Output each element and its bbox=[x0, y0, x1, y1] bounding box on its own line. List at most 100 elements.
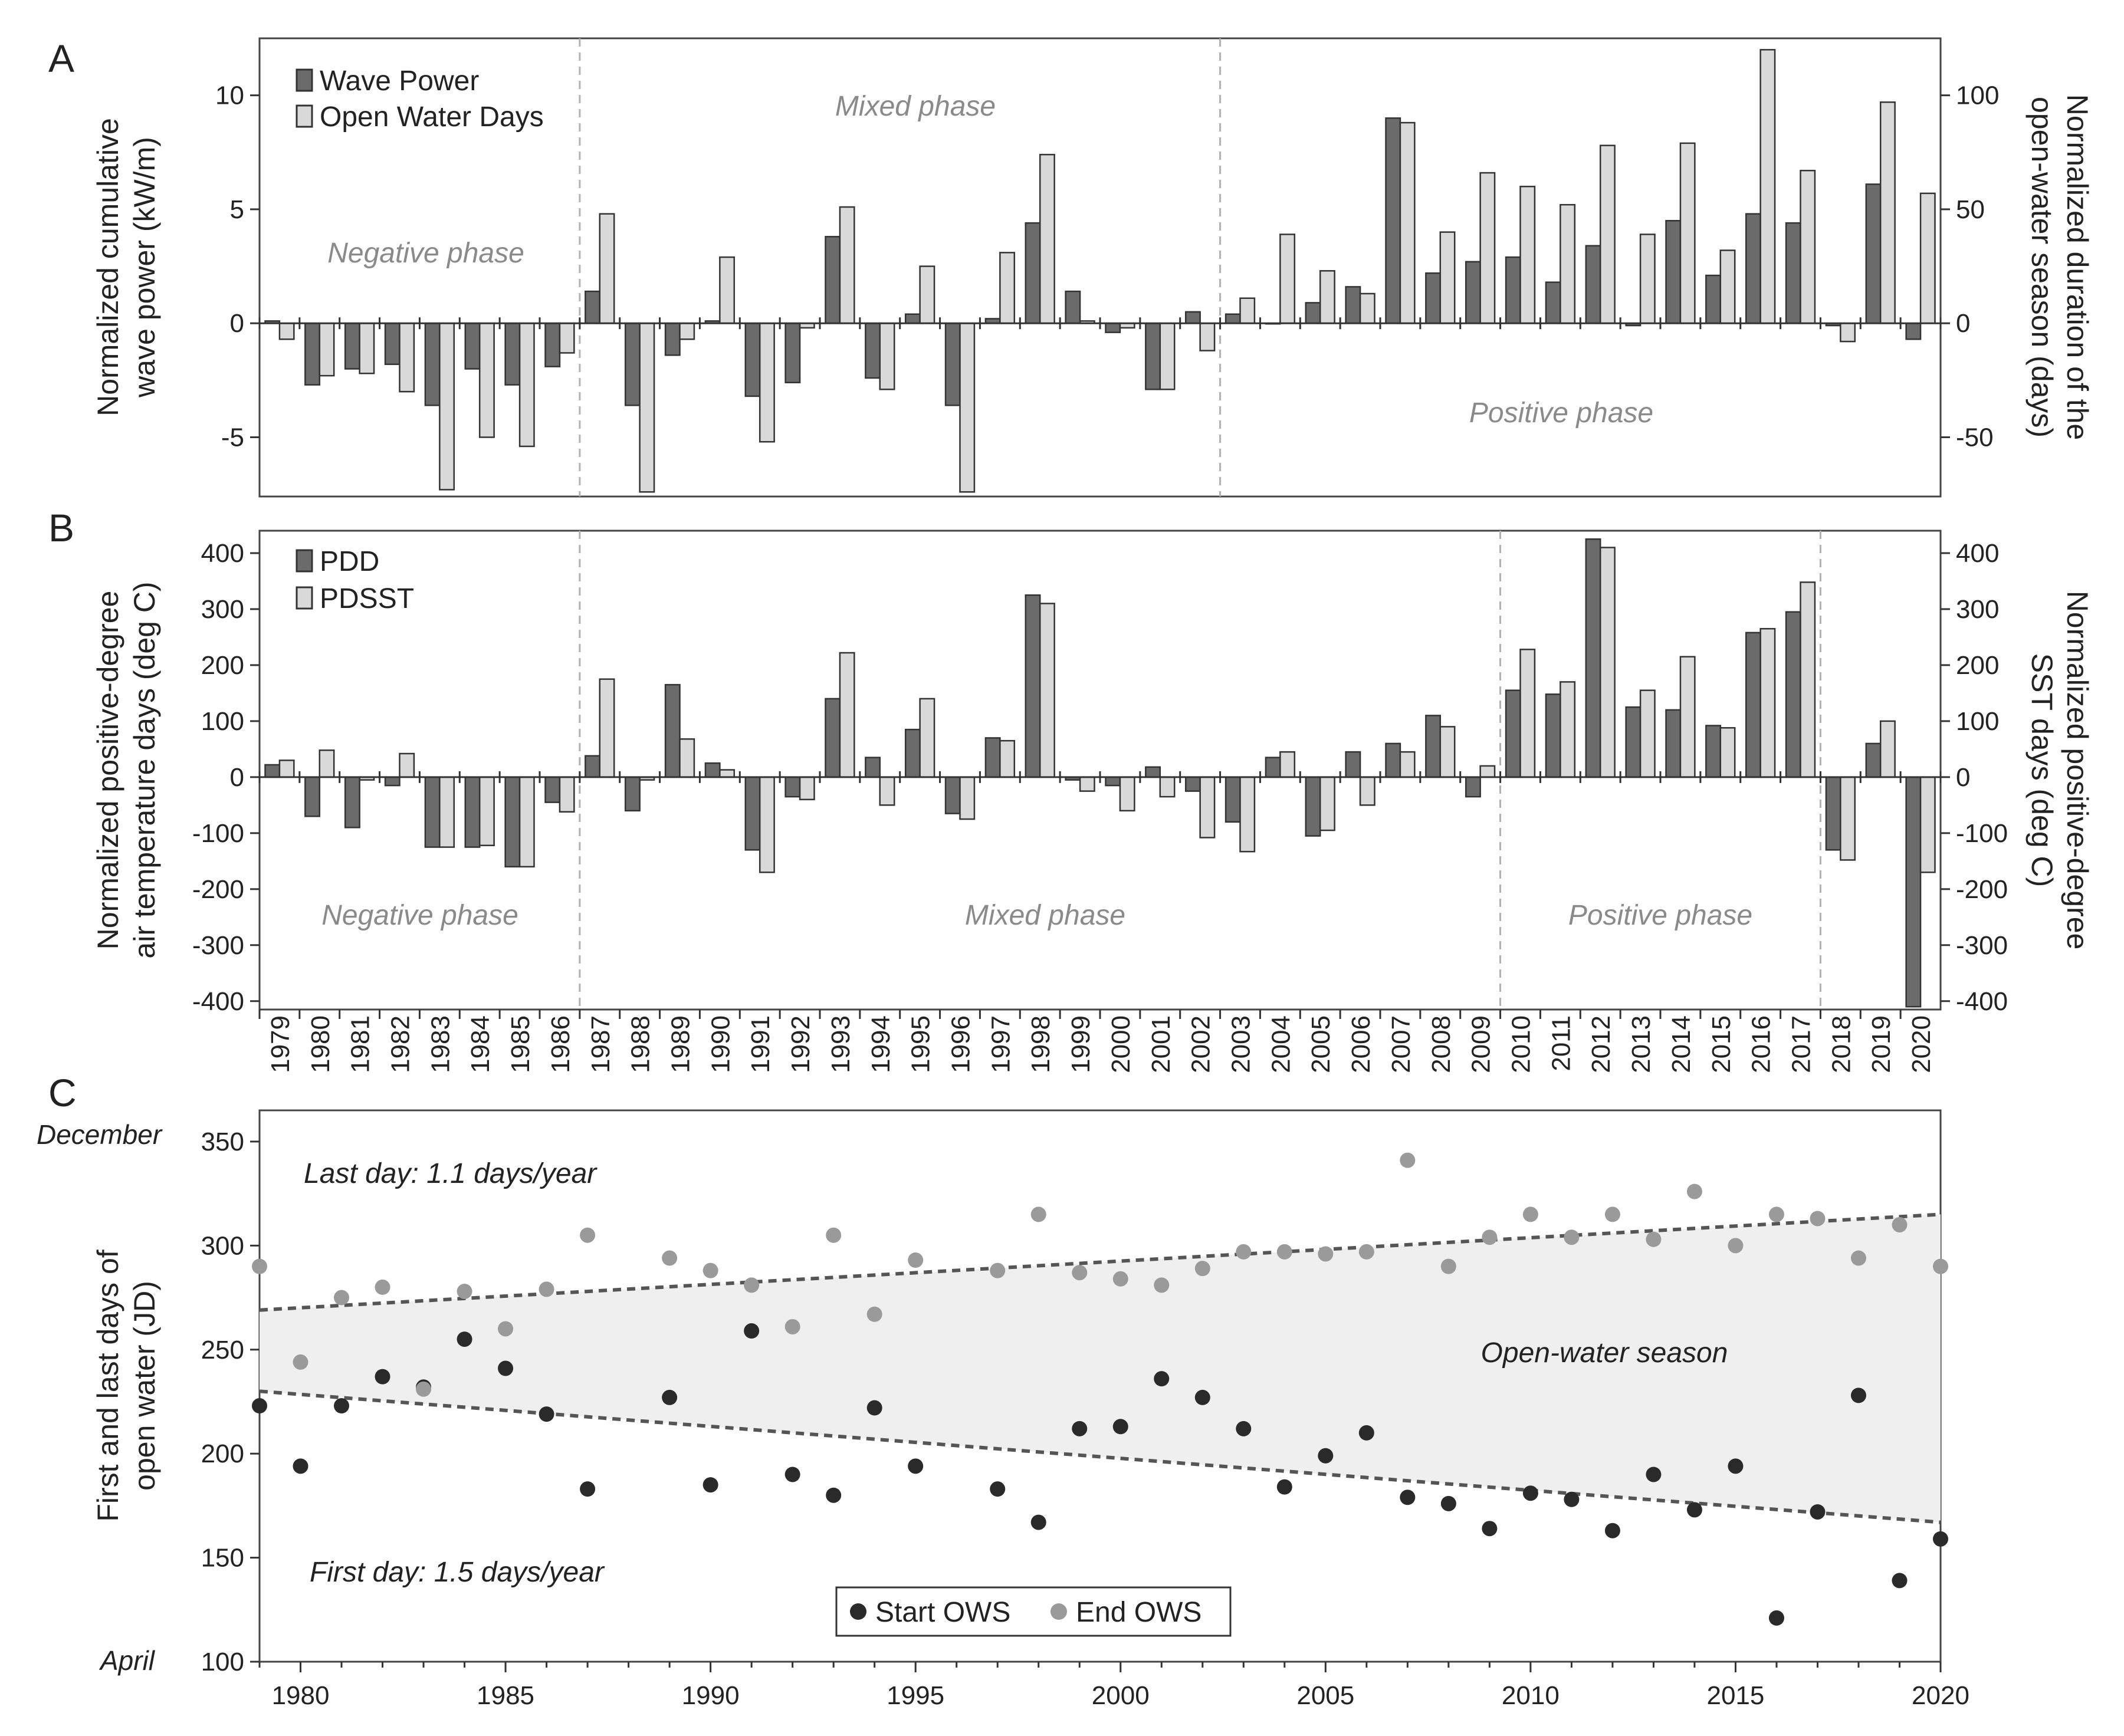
year-label: 1989 bbox=[667, 1015, 695, 1073]
left-ytick-label: 300 bbox=[201, 595, 244, 624]
open-water-days-bar-2006 bbox=[1359, 292, 1375, 324]
legend-label-pdsst: PDSST bbox=[320, 583, 414, 614]
end-ows-point-2008 bbox=[1440, 1258, 1456, 1274]
pdsst-bar-1990 bbox=[719, 769, 736, 778]
c-xtick-label: 2020 bbox=[1912, 1681, 1969, 1710]
pdd-bar-1994 bbox=[865, 757, 881, 778]
panel-a-frame bbox=[258, 37, 1942, 498]
c-xtick-label: 2010 bbox=[1502, 1681, 1560, 1710]
wave-power-bar-1996 bbox=[944, 322, 961, 406]
legend-label-pdd: PDD bbox=[320, 546, 379, 577]
panel-c-letter: C bbox=[48, 1071, 77, 1114]
panel-b-right-ylabel-2: SST days (deg C) bbox=[2025, 653, 2059, 887]
open-water-days-bar-2018 bbox=[1840, 322, 1856, 343]
panel-c-ylabel-1: First and last days of bbox=[91, 1250, 124, 1521]
open-water-days-bar-1989 bbox=[679, 322, 695, 340]
open-water-days-bar-2019 bbox=[1879, 101, 1896, 324]
end-ows-point-1990 bbox=[702, 1262, 718, 1278]
year-label: 1996 bbox=[947, 1015, 976, 1073]
wave-power-bar-2014 bbox=[1665, 220, 1682, 324]
wave-power-bar-2009 bbox=[1465, 261, 1481, 324]
start-ows-point-2011 bbox=[1564, 1491, 1580, 1507]
year-label: 1991 bbox=[746, 1015, 775, 1073]
legend-swatch-open-water-days bbox=[296, 104, 313, 128]
end-ows-trend-line bbox=[259, 1212, 1941, 1312]
pdd-bar-2019 bbox=[1865, 742, 1882, 778]
legend-label-wave-power: Wave Power bbox=[320, 65, 479, 97]
open-water-days-bar-1983 bbox=[439, 322, 455, 491]
end-ows-point-2006 bbox=[1358, 1244, 1374, 1260]
year-label: 2013 bbox=[1627, 1015, 1656, 1073]
wave-power-bar-2020 bbox=[1905, 322, 1922, 340]
c-ytick-label: 350 bbox=[201, 1127, 244, 1156]
open-water-days-bar-1996 bbox=[959, 322, 976, 493]
end-ows-point-1979 bbox=[252, 1258, 267, 1274]
pdd-bar-2014 bbox=[1665, 709, 1682, 778]
panel-b-left-ylabel-1: Normalized positive-degree bbox=[91, 591, 124, 950]
open-water-days-bar-2015 bbox=[1719, 249, 1736, 324]
end-ows-point-2007 bbox=[1400, 1152, 1416, 1168]
pdd-bar-1981 bbox=[344, 776, 360, 828]
left-ytick-label: 10 bbox=[215, 81, 244, 110]
right-ytick-label: -200 bbox=[1956, 875, 2008, 904]
panel-b-phase-positive: Positive phase bbox=[1568, 900, 1752, 931]
open-water-days-bar-2001 bbox=[1159, 322, 1176, 390]
start-ows-point-2017 bbox=[1810, 1504, 1826, 1520]
end-ows-point-2018 bbox=[1850, 1250, 1866, 1266]
pdd-bar-1989 bbox=[664, 683, 681, 778]
year-label: 1981 bbox=[346, 1015, 375, 1073]
wave-power-bar-1984 bbox=[464, 322, 481, 370]
c-ytick-label: 250 bbox=[201, 1336, 244, 1365]
start-ows-point-2012 bbox=[1604, 1523, 1620, 1538]
year-label: 1982 bbox=[386, 1015, 415, 1073]
pdd-bar-1984 bbox=[464, 776, 481, 848]
open-water-days-bar-1995 bbox=[919, 265, 935, 324]
pdd-bar-1986 bbox=[544, 776, 561, 803]
pdd-bar-2004 bbox=[1265, 757, 1281, 778]
pdd-bar-1982 bbox=[384, 776, 400, 787]
c-ytick-label: 150 bbox=[201, 1544, 244, 1573]
pdsst-bar-2015 bbox=[1719, 727, 1736, 778]
pdsst-bar-2002 bbox=[1199, 776, 1216, 839]
pdd-bar-2001 bbox=[1145, 766, 1161, 778]
pdsst-bar-2001 bbox=[1159, 776, 1176, 798]
year-label: 2000 bbox=[1107, 1015, 1135, 1073]
end-ows-point-1986 bbox=[539, 1281, 554, 1297]
pdsst-bar-2004 bbox=[1279, 751, 1296, 778]
end-ows-point-1982 bbox=[375, 1279, 390, 1295]
wave-power-bar-2015 bbox=[1705, 274, 1722, 324]
panel-b-phase-negative: Negative phase bbox=[321, 900, 518, 931]
wave-power-bar-1995 bbox=[904, 313, 921, 324]
pdsst-bar-2011 bbox=[1560, 681, 1576, 778]
end-ows-point-2010 bbox=[1522, 1206, 1538, 1222]
pdsst-bar-2020 bbox=[1919, 776, 1936, 873]
end-ows-point-2019 bbox=[1892, 1217, 1908, 1233]
wave-power-bar-1989 bbox=[664, 322, 681, 356]
start-ows-point-2013 bbox=[1646, 1467, 1662, 1482]
legend-marker-start-ows bbox=[850, 1603, 866, 1620]
year-label: 1987 bbox=[586, 1015, 615, 1073]
open-water-days-bar-1986 bbox=[559, 322, 575, 354]
wave-power-bar-2003 bbox=[1224, 313, 1241, 324]
pdd-bar-1993 bbox=[825, 698, 841, 778]
year-label: 1986 bbox=[546, 1015, 575, 1073]
start-ows-point-1995 bbox=[908, 1458, 924, 1474]
open-water-days-bar-1998 bbox=[1039, 153, 1055, 324]
left-ytick-label: -200 bbox=[192, 875, 244, 904]
year-label: 1999 bbox=[1066, 1015, 1095, 1073]
pdd-bar-2007 bbox=[1385, 742, 1401, 778]
wave-power-bar-2007 bbox=[1385, 117, 1401, 324]
year-label: 2002 bbox=[1187, 1015, 1216, 1073]
pdsst-bar-2017 bbox=[1800, 581, 1816, 778]
year-label: 1995 bbox=[907, 1015, 935, 1073]
left-ytick-label: 100 bbox=[201, 707, 244, 736]
start-ows-point-2001 bbox=[1154, 1371, 1170, 1387]
pdsst-bar-2006 bbox=[1359, 776, 1375, 806]
legend-marker-end-ows bbox=[1050, 1603, 1067, 1620]
end-ows-point-1999 bbox=[1072, 1265, 1088, 1281]
year-label: 2008 bbox=[1427, 1015, 1456, 1073]
pdsst-bar-1994 bbox=[879, 776, 895, 806]
pdsst-bar-2014 bbox=[1679, 656, 1696, 778]
start-ows-point-1991 bbox=[744, 1323, 760, 1339]
end-ows-point-1992 bbox=[784, 1319, 800, 1334]
